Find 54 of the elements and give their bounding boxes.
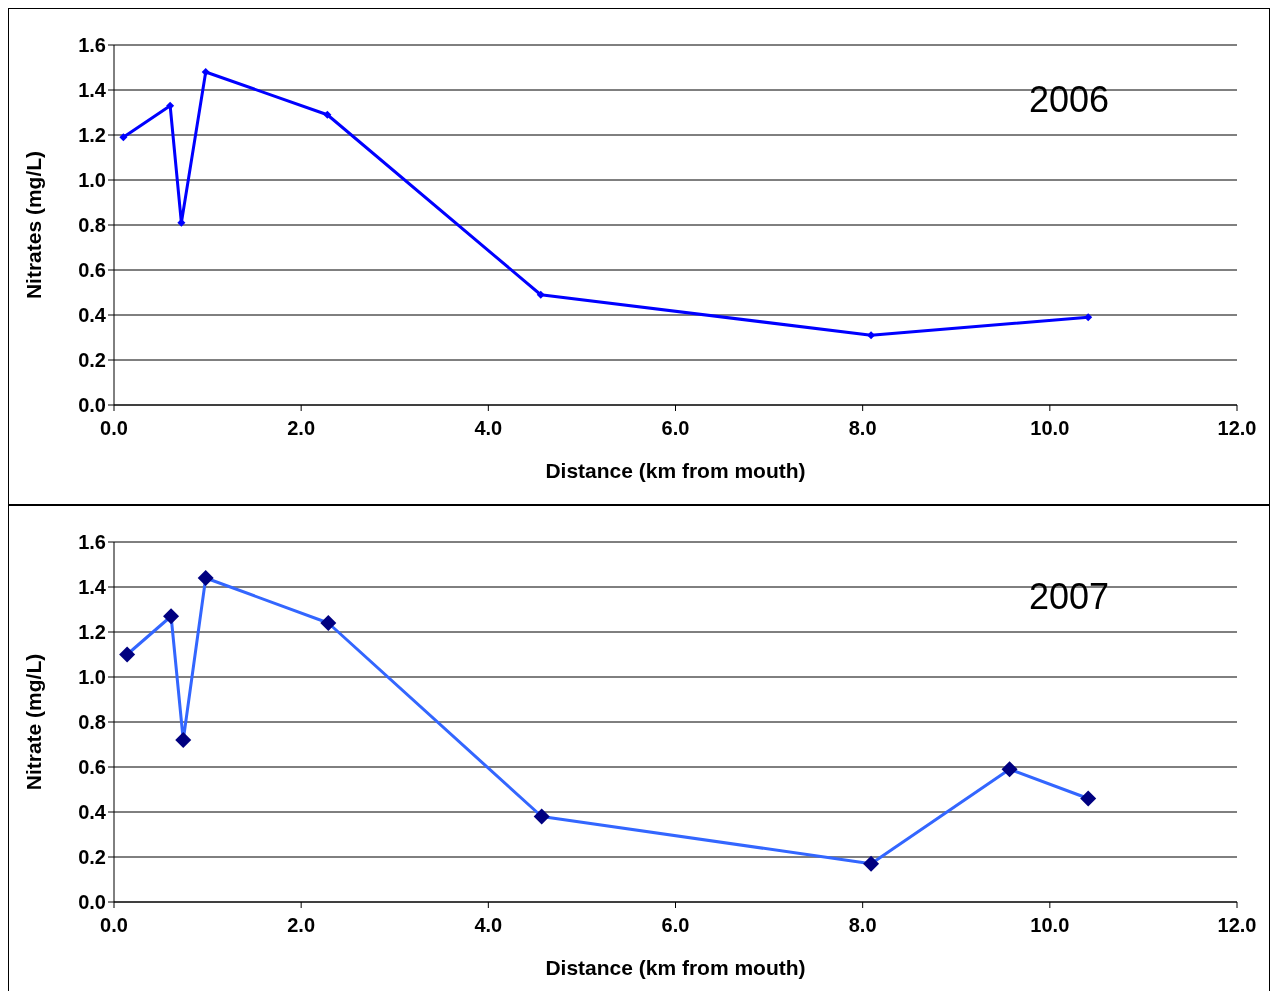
x-axis-title: Distance (km from mouth) bbox=[545, 459, 806, 482]
y-tick-label: 0.2 bbox=[78, 846, 106, 869]
point bbox=[163, 608, 180, 625]
y-tick-label: 1.0 bbox=[78, 169, 106, 192]
point bbox=[863, 855, 880, 872]
y-tick-label: 1.4 bbox=[78, 576, 107, 599]
x-tick-label: 0.0 bbox=[100, 914, 128, 937]
point bbox=[1084, 313, 1093, 322]
y-axis-title: Nitrates (mg/L) bbox=[22, 150, 46, 300]
x-tick-label: 10.0 bbox=[1030, 417, 1070, 440]
y-tick-label: 1.2 bbox=[78, 124, 106, 147]
x-tick-label: 0.0 bbox=[100, 417, 128, 440]
x-tick-label: 2.0 bbox=[287, 417, 316, 440]
x-tick-label: 4.0 bbox=[474, 914, 503, 937]
x-tick-label: 6.0 bbox=[661, 914, 690, 937]
point bbox=[1080, 790, 1097, 807]
point bbox=[197, 570, 214, 586]
annotation: 2007 bbox=[1028, 576, 1109, 618]
y-tick-label: 0.6 bbox=[78, 756, 106, 779]
annotation: 2006 bbox=[1028, 79, 1109, 121]
x-tick-label: 6.0 bbox=[661, 417, 690, 440]
x-tick-label: 10.0 bbox=[1030, 914, 1070, 937]
x-tick-label: 2.0 bbox=[287, 914, 316, 937]
x-axis-title: Distance (km from mouth) bbox=[545, 956, 806, 979]
y-tick-label: 1.0 bbox=[78, 666, 106, 689]
point bbox=[536, 290, 545, 299]
y-axis-title: Nitrate (mg/L) bbox=[22, 653, 46, 791]
point bbox=[201, 68, 210, 76]
y-tick-label: 1.4 bbox=[78, 79, 107, 102]
y-tick-label: 0.0 bbox=[78, 394, 106, 417]
point bbox=[1001, 761, 1018, 778]
y-tick-label: 1.2 bbox=[78, 621, 106, 644]
x-tick-label: 12.0 bbox=[1217, 914, 1257, 937]
y-tick-label: 0.8 bbox=[78, 214, 106, 237]
y-tick-label: 1.6 bbox=[78, 34, 106, 57]
point bbox=[533, 808, 550, 825]
point bbox=[166, 101, 175, 110]
y-tick-label: 1.6 bbox=[78, 531, 106, 554]
point bbox=[320, 615, 337, 631]
point bbox=[119, 133, 128, 142]
point bbox=[867, 331, 876, 340]
y-tick-label: 0.0 bbox=[78, 891, 106, 914]
y-tick-label: 0.4 bbox=[78, 801, 107, 824]
x-tick-label: 8.0 bbox=[848, 914, 877, 937]
x-tick-label: 8.0 bbox=[848, 417, 877, 440]
point bbox=[175, 732, 192, 748]
y-tick-label: 0.6 bbox=[78, 259, 106, 282]
y-tick-label: 0.2 bbox=[78, 349, 106, 372]
y-tick-label: 0.8 bbox=[78, 711, 106, 734]
point bbox=[119, 646, 136, 663]
y-tick-label: 0.4 bbox=[78, 304, 107, 327]
point bbox=[323, 110, 332, 119]
x-tick-label: 4.0 bbox=[474, 417, 503, 440]
x-tick-label: 12.0 bbox=[1217, 417, 1257, 440]
